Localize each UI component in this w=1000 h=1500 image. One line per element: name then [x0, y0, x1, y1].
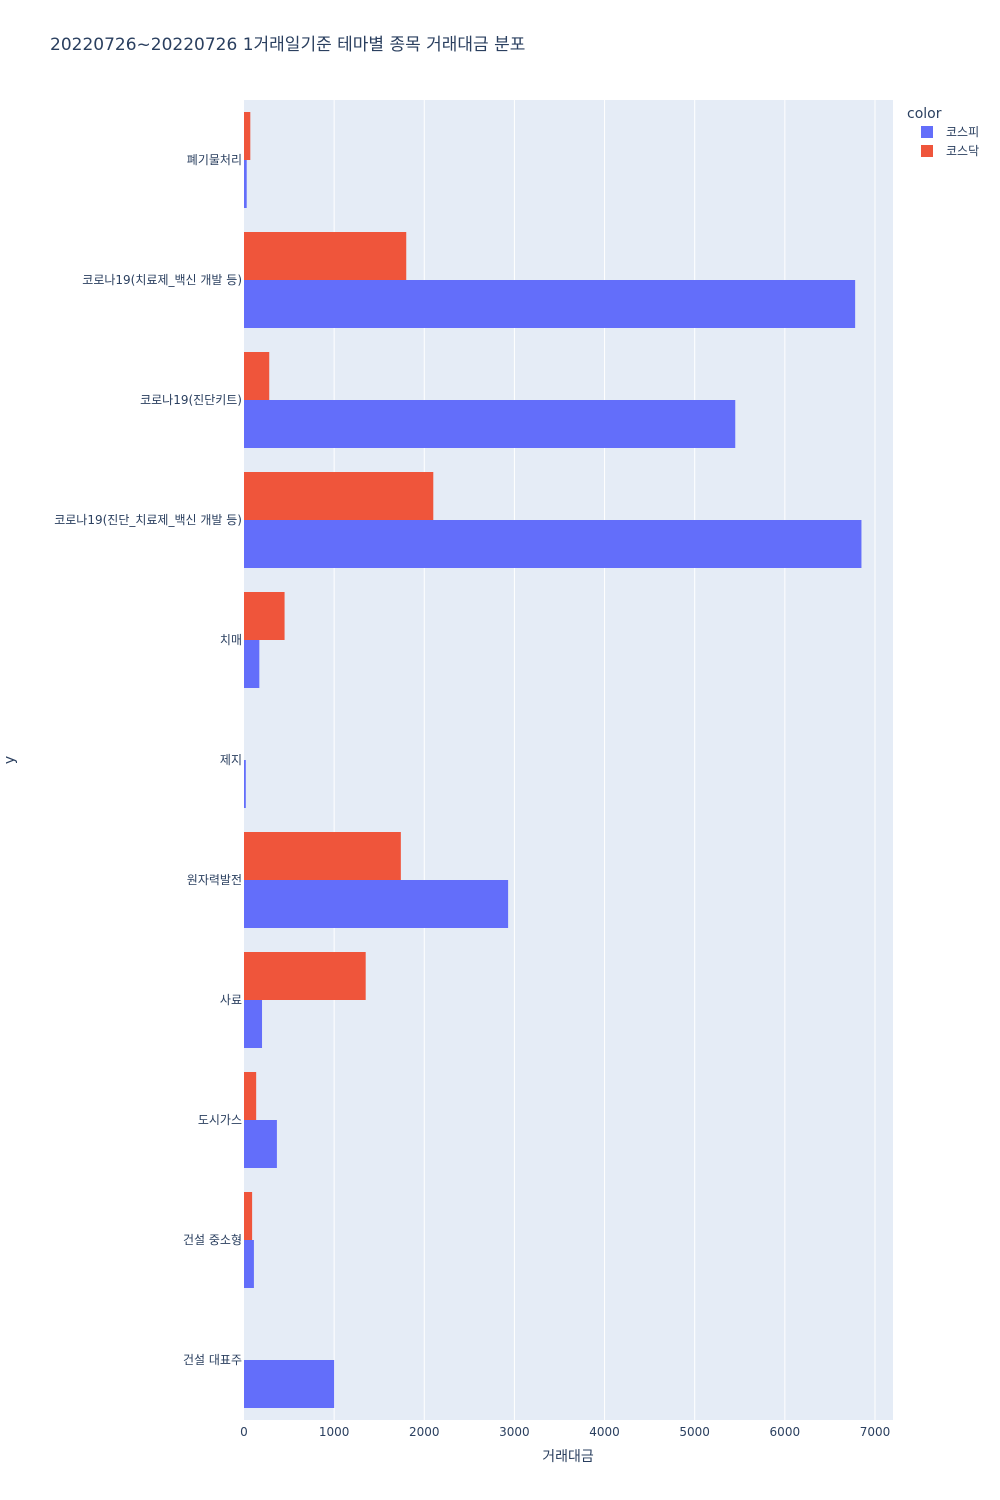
x-tick-label: 4000: [589, 1425, 620, 1439]
x-tick-label: 7000: [860, 1425, 891, 1439]
bar-kospi: [244, 520, 862, 568]
bar-kospi: [244, 880, 509, 928]
bar-kospi: [244, 280, 856, 328]
legend-label: 코스닥: [946, 144, 979, 158]
y-tick-label: 제지: [220, 753, 242, 767]
bar-kosdaq: [244, 232, 407, 280]
bar-kosdaq: [244, 592, 285, 640]
y-tick-label: 폐기물처리: [187, 153, 242, 167]
y-tick-label: 사료: [220, 993, 242, 1007]
bar-kospi: [244, 1360, 335, 1408]
y-tick-label: 건설 대표주: [183, 1353, 242, 1367]
x-tick-labels: 0 1000 2000 3000 4000 5000 6000 7000: [240, 1425, 890, 1439]
y-tick-label: 치매: [220, 633, 242, 647]
y-axis-title: y: [2, 756, 18, 764]
bar-kosdaq: [244, 112, 251, 160]
bar-kospi: [244, 1120, 277, 1168]
chart-title: 20220726~20220726 1거래일기준 테마별 종목 거래대금 분포: [50, 35, 525, 55]
x-tick-label: 0: [240, 1425, 248, 1439]
legend-label: 코스피: [946, 125, 979, 139]
bar-kosdaq: [244, 832, 401, 880]
x-axis-title: 거래대금: [542, 1449, 594, 1465]
bar-kospi: [244, 640, 260, 688]
x-tick-label: 3000: [499, 1425, 530, 1439]
bar-kospi: [244, 1240, 254, 1288]
bar-kosdaq: [244, 952, 366, 1000]
legend-swatch: [921, 126, 933, 138]
y-tick-label: 코로나19(진단키트): [140, 393, 242, 407]
y-tick-label: 원자력발전: [187, 873, 242, 887]
x-tick-label: 6000: [770, 1425, 801, 1439]
bar-kosdaq: [244, 472, 434, 520]
bar-kosdaq: [244, 352, 270, 400]
bar-kospi: [244, 760, 246, 808]
x-tick-label: 1000: [319, 1425, 350, 1439]
y-tick-label: 건설 중소형: [183, 1233, 242, 1247]
y-tick-label: 코로나19(치료제_백신 개발 등): [82, 273, 242, 287]
legend-title: color: [907, 106, 942, 122]
bar-kosdaq: [244, 1072, 257, 1120]
bar-kospi: [244, 160, 247, 208]
bar-kosdaq: [244, 1192, 253, 1240]
x-tick-label: 5000: [679, 1425, 710, 1439]
legend-swatch: [921, 145, 933, 157]
y-tick-label: 코로나19(진단_치료제_백신 개발 등): [54, 513, 242, 527]
bars: [244, 112, 862, 1408]
bar-kospi: [244, 1000, 263, 1048]
y-tick-label: 도시가스: [198, 1113, 242, 1127]
bar-kospi: [244, 400, 736, 448]
x-tick-label: 2000: [409, 1425, 440, 1439]
